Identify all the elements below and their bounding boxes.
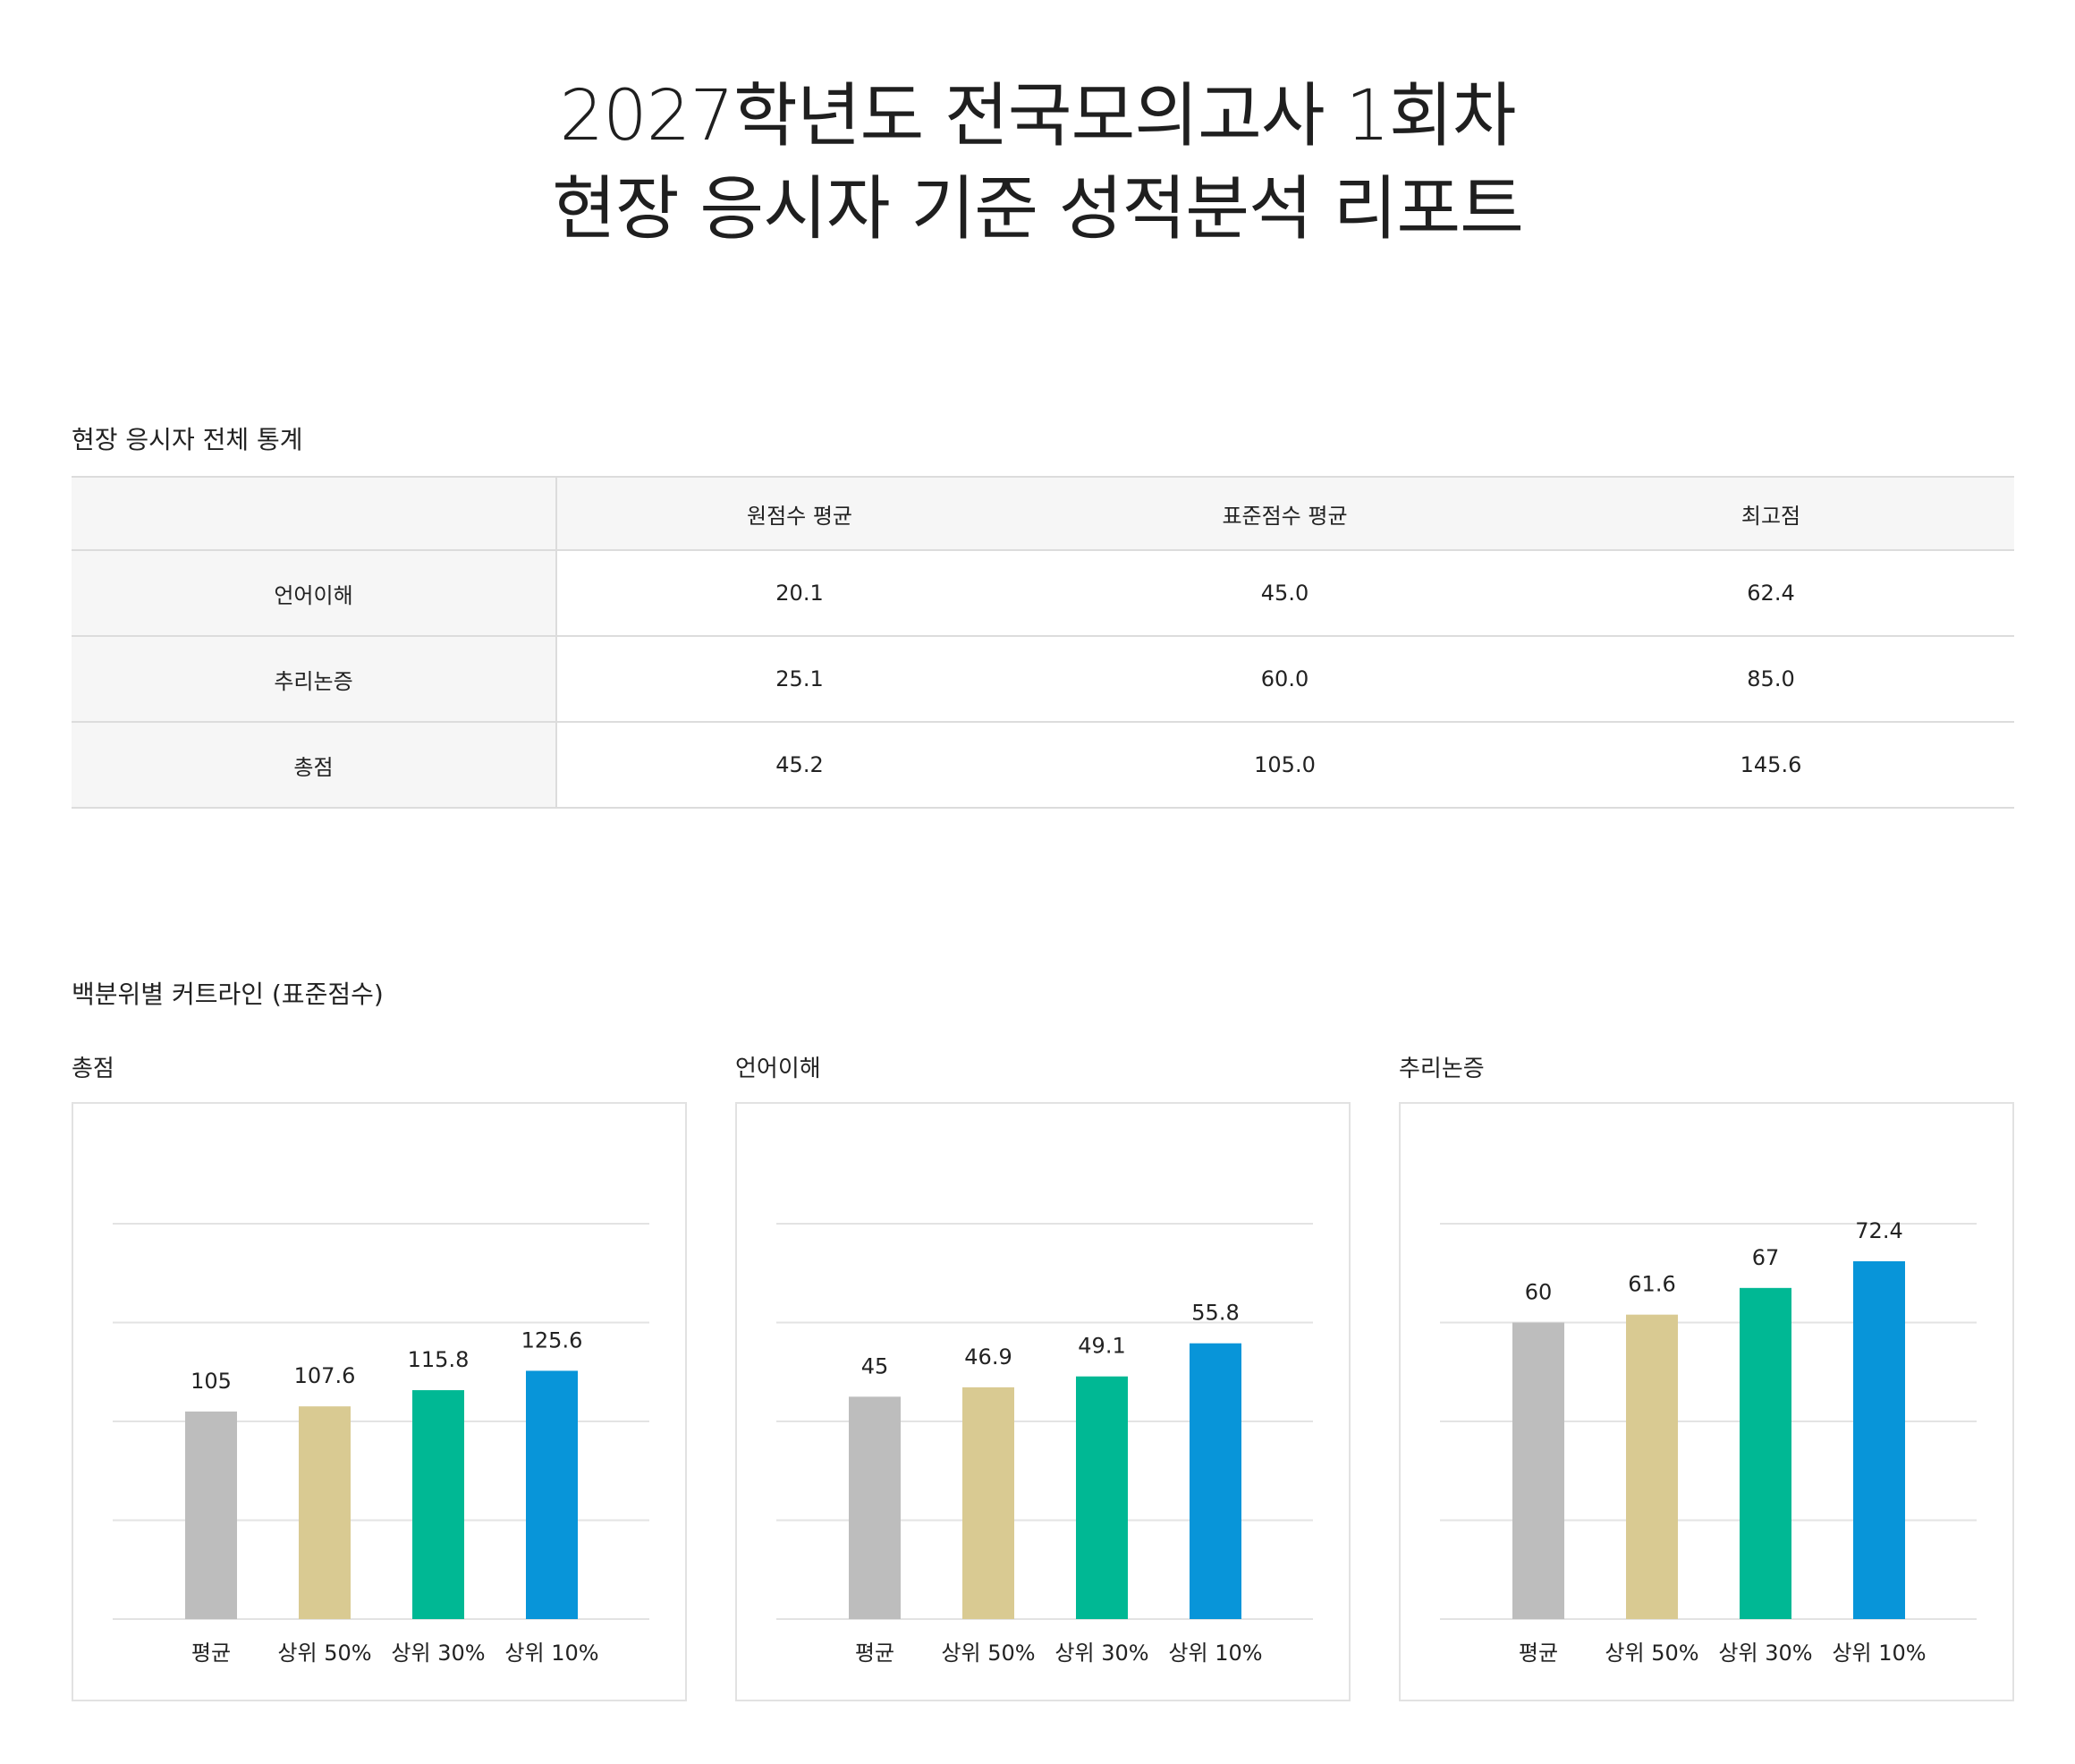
row-label: 추리논증 [72,636,557,723]
x-tick-label: 상위 10% [504,1641,598,1666]
data-label: 105 [191,1369,232,1394]
data-label: 125.6 [521,1327,583,1353]
std-avg-cell: 45.0 [1042,550,1528,637]
data-label: 45 [861,1353,889,1378]
chart-title-verbal: 언어이해 [735,1056,821,1082]
max-cell: 85.0 [1528,636,2014,723]
x-tick-label: 상위 50% [941,1641,1035,1666]
data-label: 60 [1525,1280,1553,1305]
page-title-line2: 현장 응시자 기준 성적분석 리포트 [552,169,1524,250]
cutline-section-heading: 백분위별 커트라인 (표준점수) [72,980,384,1009]
x-tick-label: 상위 30% [1718,1641,1812,1666]
column-header-max: 최고점 [1528,476,2014,551]
row-label: 언어이해 [72,550,557,637]
data-label: 49.1 [1078,1334,1125,1359]
bar [1626,1314,1678,1619]
chart-title-reasoning: 추리논증 [1399,1056,1485,1082]
data-label: 72.4 [1855,1218,1902,1243]
bar [185,1411,237,1619]
bar [1076,1376,1128,1619]
chart-panel-verbal: 45 평균 46.9 상위 50% 49.1 상위 30% 55.8 상위 10% [735,1102,1351,1701]
stats-section-heading: 현장 응시자 전체 통계 [72,425,303,454]
x-tick-label: 상위 50% [277,1641,371,1666]
bar [1853,1260,1905,1619]
page-title-line1: 2027학년도 전국모의고사 1회차 [559,76,1516,157]
chart-title-total: 총점 [72,1056,114,1082]
table-row: 추리논증 25.1 60.0 85.0 [72,636,2014,723]
page-title: 2027학년도 전국모의고사 1회차 현장 응시자 기준 성적분석 리포트 [0,70,2075,256]
bar [299,1406,351,1619]
x-tick-label: 평균 [191,1641,231,1666]
bar-chart-verbal: 45 평균 46.9 상위 50% 49.1 상위 30% 55.8 상위 10% [776,1223,1313,1666]
data-label: 61.6 [1628,1272,1675,1297]
x-tick-label: 평균 [1519,1641,1558,1666]
raw-avg-cell: 20.1 [556,550,1042,637]
stats-table: 원점수 평균 표준점수 평균 최고점 언어이해 20.1 45.0 62.4 추… [72,476,2014,809]
data-label: 107.6 [294,1363,356,1388]
bar [1740,1287,1791,1619]
bar [962,1387,1014,1619]
bar [526,1370,578,1619]
row-label: 총점 [72,722,557,809]
column-header-std-avg: 표준점수 평균 [1042,476,1528,551]
max-cell: 62.4 [1528,550,2014,637]
bar-chart-total: 105 평균 107.6 상위 50% 115.8 상위 30% 125.6 상위 10% [113,1223,649,1666]
x-tick-label: 상위 30% [1054,1641,1148,1666]
chart-panel-total: 105 평균 107.6 상위 50% 115.8 상위 30% 125.6 상위 10% [72,1102,687,1701]
bar-chart-reasoning: 60 평균 61.6 상위 50% 67 상위 30% 72.4 상위 10% [1440,1218,1977,1666]
max-cell: 145.6 [1528,722,2014,809]
column-header-raw-avg: 원점수 평균 [556,476,1042,551]
column-header-empty [72,476,557,551]
x-tick-label: 상위 10% [1168,1641,1262,1666]
data-label: 67 [1752,1245,1780,1270]
table-row: 총점 45.2 105.0 145.6 [72,722,2014,809]
x-tick-label: 상위 50% [1605,1641,1698,1666]
data-label: 46.9 [964,1344,1012,1370]
std-avg-cell: 60.0 [1042,636,1528,723]
std-avg-cell: 105.0 [1042,722,1528,809]
bar [1190,1343,1241,1619]
raw-avg-cell: 45.2 [556,722,1042,809]
data-label: 55.8 [1191,1301,1239,1326]
bar [849,1396,901,1619]
data-label: 115.8 [408,1347,470,1372]
x-tick-label: 상위 30% [391,1641,485,1666]
table-row: 언어이해 20.1 45.0 62.4 [72,550,2014,637]
x-tick-label: 상위 10% [1832,1641,1926,1666]
stats-table-header-row: 원점수 평균 표준점수 평균 최고점 [72,476,2014,551]
x-tick-label: 평균 [855,1641,894,1666]
raw-avg-cell: 25.1 [556,636,1042,723]
bar [412,1390,464,1619]
bar [1512,1322,1564,1619]
chart-panel-reasoning: 60 평균 61.6 상위 50% 67 상위 30% 72.4 상위 10% [1399,1102,2014,1701]
